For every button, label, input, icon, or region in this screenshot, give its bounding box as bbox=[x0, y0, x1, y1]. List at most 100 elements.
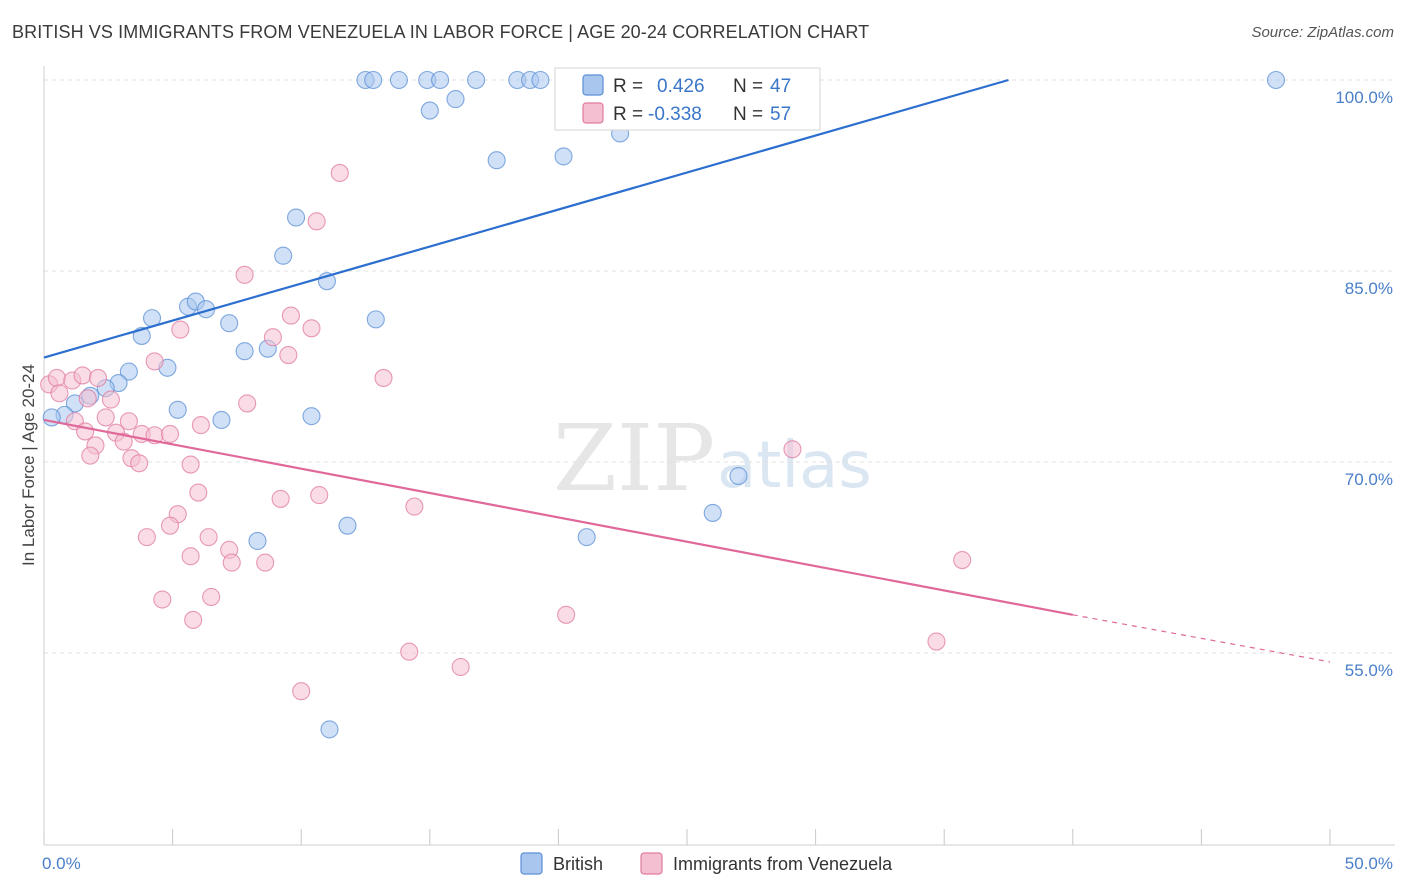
venezuela-point bbox=[145, 352, 164, 371]
venezuela-point bbox=[137, 528, 156, 547]
source-label: Source: ZipAtlas.com bbox=[1251, 24, 1394, 41]
british-point bbox=[364, 70, 383, 90]
british-point bbox=[302, 407, 321, 426]
venezuela-point bbox=[279, 345, 298, 365]
venezuela-point bbox=[181, 455, 200, 474]
british-point bbox=[168, 400, 187, 419]
x-tick-label-max: 50.0% bbox=[1345, 854, 1393, 873]
bottom-legend-swatch-british bbox=[520, 852, 543, 875]
british-point bbox=[531, 70, 550, 90]
venezuela-point bbox=[222, 553, 241, 572]
venezuela-point bbox=[73, 366, 92, 385]
venezuela-point bbox=[199, 528, 218, 547]
venezuela-point bbox=[88, 368, 108, 388]
watermark-zip: ZIP bbox=[553, 405, 715, 512]
venezuela-point bbox=[783, 440, 802, 459]
british-trend-line bbox=[43, 78, 1009, 359]
legend-swatch-venezuela bbox=[582, 102, 604, 124]
venezuela-trend-extension bbox=[1072, 614, 1331, 663]
british-point bbox=[338, 516, 357, 535]
series-legend: British Immigrants from Venezuela bbox=[520, 852, 893, 875]
british-point bbox=[431, 70, 450, 90]
venezuela-point bbox=[281, 306, 300, 325]
legend-swatch-british bbox=[582, 74, 604, 96]
venezuela-point bbox=[160, 424, 180, 444]
venezuela-point bbox=[400, 642, 419, 661]
venezuela-point bbox=[130, 454, 149, 473]
venezuela-point bbox=[81, 446, 100, 465]
venezuela-point bbox=[256, 553, 275, 572]
y-axis-label: In Labor Force | Age 20-24 bbox=[19, 364, 38, 566]
british-point bbox=[487, 151, 506, 170]
venezuela-point bbox=[181, 547, 200, 566]
british-point bbox=[554, 147, 573, 166]
british-point bbox=[235, 342, 254, 361]
venezuela-point bbox=[238, 394, 257, 413]
bottom-legend-british: British bbox=[553, 854, 603, 874]
venezuela-point bbox=[184, 610, 203, 629]
stats-legend: R = 0.426 N = 47 R = -0.338 N = 57 bbox=[554, 67, 821, 131]
british-point bbox=[389, 70, 408, 90]
legend-n-label-2: N = bbox=[733, 104, 763, 125]
venezuela-point bbox=[271, 489, 290, 508]
y-tick-label: 100.0% bbox=[1335, 88, 1393, 107]
venezuela-point bbox=[171, 320, 190, 339]
british-point bbox=[220, 314, 239, 333]
legend-r-value-1: 0.426 bbox=[657, 76, 705, 97]
venezuela-point bbox=[557, 605, 576, 624]
british-point bbox=[729, 466, 748, 486]
british-point bbox=[212, 410, 231, 430]
bottom-legend-swatch-venezuela bbox=[640, 852, 663, 875]
venezuela-point bbox=[330, 163, 349, 183]
venezuela-point bbox=[96, 408, 115, 427]
british-point bbox=[467, 70, 486, 90]
british-point bbox=[119, 362, 138, 381]
venezuela-point bbox=[76, 422, 95, 441]
y-tick-label: 85.0% bbox=[1345, 279, 1393, 298]
venezuela-trend-line bbox=[43, 418, 1074, 616]
trend-lines bbox=[43, 78, 1331, 663]
venezuela-point bbox=[405, 497, 424, 516]
venezuela-point bbox=[189, 483, 208, 502]
legend-n-value-1: 47 bbox=[770, 76, 791, 97]
venezuela-point bbox=[235, 265, 254, 284]
british-point bbox=[287, 208, 306, 227]
venezuela-point bbox=[119, 412, 138, 431]
bottom-legend-venezuela: Immigrants from Venezuela bbox=[673, 854, 893, 874]
venezuela-point bbox=[451, 657, 470, 677]
axes: 55.0% 70.0% 85.0% 100.0% 0.0% 50.0% bbox=[42, 66, 1395, 873]
venezuela-point bbox=[292, 682, 311, 701]
british-point bbox=[274, 246, 293, 265]
british-point bbox=[248, 531, 267, 550]
venezuela-point bbox=[374, 368, 393, 388]
x-tick-label-min: 0.0% bbox=[42, 854, 81, 873]
watermark-atlas: atlas bbox=[717, 429, 872, 503]
venezuela-point bbox=[263, 328, 282, 347]
venezuela-point bbox=[927, 632, 946, 651]
venezuela-point bbox=[47, 368, 66, 388]
venezuela-point bbox=[953, 550, 972, 570]
venezuela-point bbox=[202, 587, 221, 607]
legend-n-value-2: 57 bbox=[770, 104, 791, 125]
british-point bbox=[366, 310, 385, 329]
british-point bbox=[703, 503, 722, 522]
british-point bbox=[320, 720, 339, 739]
legend-r-label-2: R = bbox=[613, 104, 643, 125]
venezuela-point bbox=[160, 516, 180, 535]
british-point bbox=[420, 101, 439, 120]
venezuela-point bbox=[307, 212, 326, 231]
british-point bbox=[446, 90, 465, 109]
y-tick-label: 70.0% bbox=[1345, 470, 1393, 489]
legend-n-label-1: N = bbox=[733, 76, 763, 97]
chart-title: BRITISH VS IMMIGRANTS FROM VENEZUELA IN … bbox=[12, 22, 870, 42]
venezuela-point bbox=[302, 319, 321, 338]
venezuela-point bbox=[101, 390, 120, 409]
grid-lines bbox=[44, 79, 1395, 654]
venezuela-point bbox=[153, 590, 172, 609]
british-point bbox=[1266, 70, 1286, 90]
y-tick-label: 55.0% bbox=[1345, 661, 1393, 680]
venezuela-point bbox=[114, 432, 133, 451]
venezuela-point bbox=[50, 384, 69, 403]
venezuela-point bbox=[191, 416, 210, 435]
